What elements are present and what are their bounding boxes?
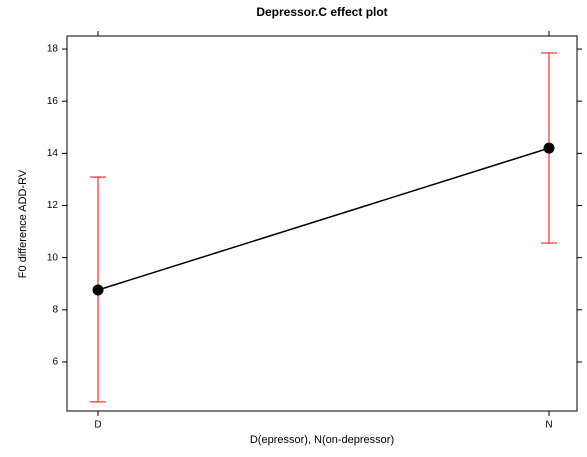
y-tick-label: 8 — [52, 304, 58, 315]
y-tick-label: 10 — [47, 252, 59, 263]
x-tick-label: N — [545, 420, 552, 431]
x-axis-label: D(epressor), N(on-depressor) — [250, 434, 394, 446]
plot-frame — [66, 35, 578, 412]
y-tick-label: 18 — [47, 44, 59, 55]
effect-point — [92, 284, 104, 296]
y-tick-label: 6 — [52, 357, 58, 368]
chart-title: Depressor.C effect plot — [256, 5, 387, 19]
effect-point — [543, 142, 555, 154]
effect-line — [97, 147, 550, 291]
y-tick-label: 14 — [47, 148, 59, 159]
x-tick-label: D — [94, 420, 101, 431]
y-axis-label: F0 difference ADD-RV — [17, 169, 29, 278]
y-tick-label: 12 — [47, 200, 59, 211]
y-tick-label: 16 — [47, 96, 59, 107]
